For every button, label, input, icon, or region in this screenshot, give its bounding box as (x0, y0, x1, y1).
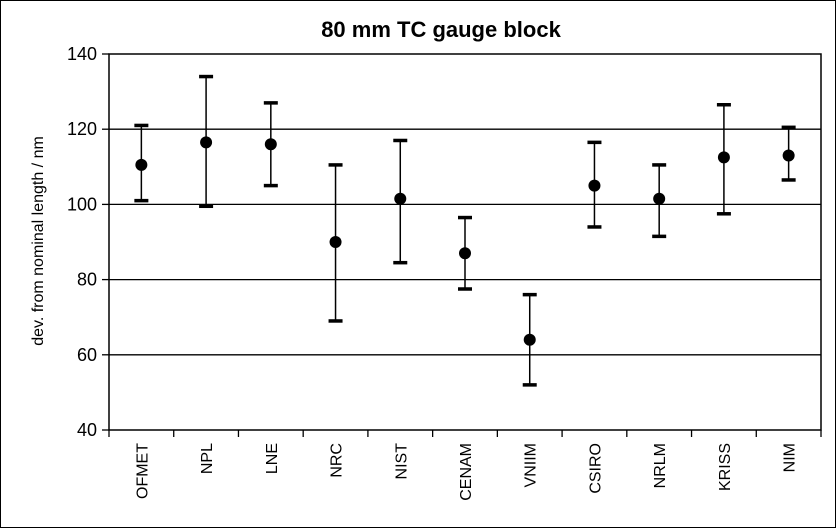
mark-layer (134, 74, 796, 387)
data-point (782, 149, 795, 162)
data-point (523, 333, 536, 346)
chart-title: 80 mm TC gauge block (321, 17, 561, 42)
x-tick-label: VNIIM (523, 443, 540, 487)
axis-layer: 40 60 80 100 120 140 OFMET NPL LNE NRC NIST CENAM VN… (67, 44, 822, 501)
x-tick-label: OFMET (134, 443, 151, 499)
data-point (394, 192, 407, 205)
x-tick-label: NPL (199, 443, 216, 474)
y-tick-label: 60 (77, 345, 97, 365)
data-point (135, 158, 148, 171)
x-tick-label: LNE (264, 443, 281, 474)
x-tick-label: CSIRO (587, 443, 604, 494)
y-tick-label: 120 (67, 119, 97, 139)
y-tick-label: 40 (77, 420, 97, 440)
x-tick-label: KRISS (717, 443, 734, 491)
plot-area (108, 53, 822, 431)
data-point (264, 138, 277, 151)
data-point (459, 247, 471, 260)
y-tick-label: 100 (67, 194, 97, 214)
x-tick-label: NRC (329, 443, 346, 478)
x-tick-label: NRLM (652, 443, 669, 488)
y-tick-label: 80 (77, 270, 97, 290)
data-point (653, 192, 666, 205)
y-axis-label: dev. from nominal length / nm (30, 136, 47, 346)
data-point (200, 136, 213, 149)
x-tick-label: CENAM (458, 443, 475, 501)
data-point (717, 151, 730, 164)
y-tick-label: 140 (67, 44, 97, 64)
x-tick-label: NIM (782, 443, 799, 472)
grid-layer (109, 128, 821, 356)
data-point (588, 179, 601, 192)
x-tick-label: NIST (393, 443, 410, 480)
data-point (329, 236, 342, 248)
